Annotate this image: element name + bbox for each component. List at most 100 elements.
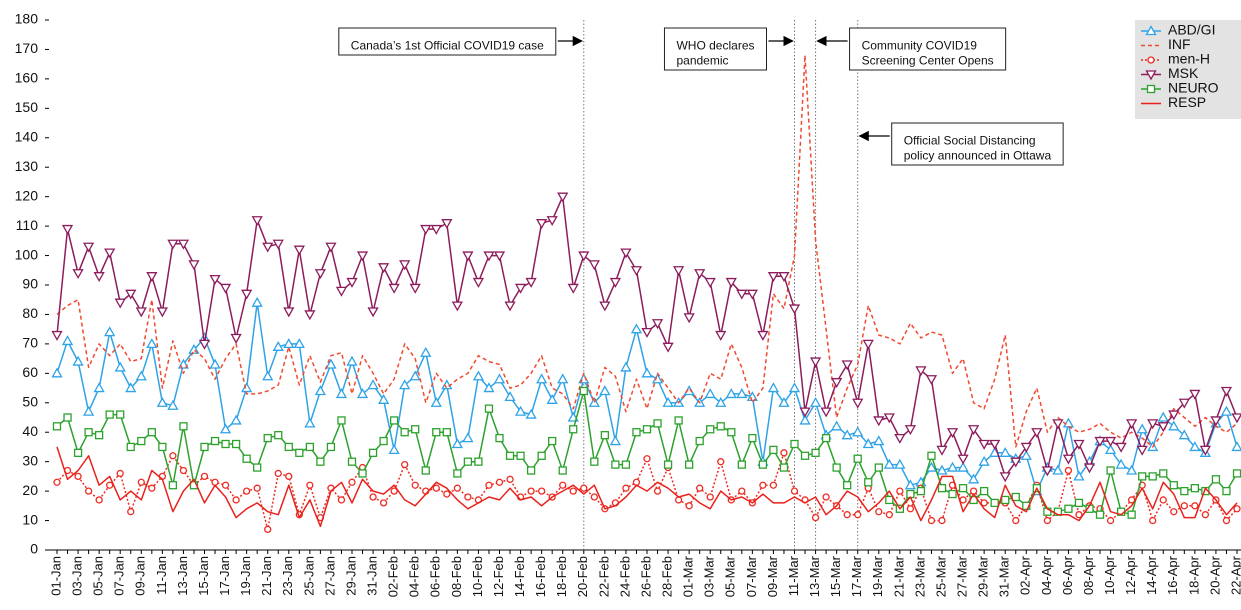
annotation: Canada’s 1st Official COVID19 case <box>338 27 584 56</box>
marker <box>52 422 62 431</box>
marker <box>831 420 843 431</box>
marker <box>936 464 948 475</box>
marker <box>420 224 432 235</box>
marker <box>1127 510 1136 519</box>
annotation-text: policy announced in Ottawa <box>904 149 1052 163</box>
marker <box>736 388 748 399</box>
marker <box>463 457 473 466</box>
marker <box>580 484 588 492</box>
marker <box>104 326 116 337</box>
y-tick-label: 80 <box>22 305 38 321</box>
marker <box>105 410 114 419</box>
marker <box>167 239 179 250</box>
marker <box>1170 508 1178 516</box>
x-tick-label: 20-Apr <box>1207 555 1222 595</box>
marker <box>1043 516 1052 525</box>
marker <box>1073 439 1085 450</box>
marker <box>137 436 146 446</box>
marker <box>51 330 63 341</box>
marker <box>651 319 664 330</box>
marker <box>569 425 578 434</box>
marker <box>569 487 577 495</box>
marker <box>642 425 652 434</box>
marker <box>1075 511 1083 519</box>
x-tick-label: 05-Jan <box>91 556 106 596</box>
marker <box>1220 386 1233 397</box>
marker <box>1157 422 1169 433</box>
marker <box>1104 436 1117 447</box>
marker <box>685 502 693 510</box>
marker <box>325 242 337 253</box>
x-tick-label: 17-Jan <box>217 556 232 596</box>
marker <box>95 496 103 504</box>
marker <box>1168 420 1180 431</box>
x-tick-label: 16-Feb <box>533 556 548 597</box>
marker <box>695 436 704 446</box>
y-tick-label: 130 <box>15 158 39 174</box>
marker <box>316 457 325 466</box>
marker <box>93 272 105 282</box>
marker <box>420 346 432 357</box>
x-tick-label: 18-Feb <box>554 556 569 597</box>
x-tick-label: 31-Jan <box>365 556 380 596</box>
marker <box>379 499 388 507</box>
marker <box>799 414 811 425</box>
marker <box>737 460 746 469</box>
marker <box>94 431 104 440</box>
marker <box>1104 444 1117 455</box>
marker <box>368 448 378 457</box>
x-tick-label: 19-Jan <box>238 556 253 596</box>
x-tick-label: 06-Feb <box>428 556 443 597</box>
marker <box>346 277 358 288</box>
marker <box>262 242 274 253</box>
marker <box>546 394 558 404</box>
marker <box>156 307 168 318</box>
marker <box>809 396 822 407</box>
y-tick-label: 10 <box>22 511 38 527</box>
marker <box>630 323 643 334</box>
marker <box>548 436 557 446</box>
marker <box>779 463 789 472</box>
marker <box>1011 492 1020 502</box>
marker <box>841 360 853 371</box>
marker <box>251 216 263 227</box>
marker <box>862 339 874 350</box>
marker <box>1157 411 1169 422</box>
marker <box>1148 472 1157 481</box>
series-line <box>56 446 1238 528</box>
x-tick-label: 09-Mar <box>765 555 780 597</box>
marker <box>1210 416 1222 427</box>
marker <box>443 490 451 498</box>
marker <box>894 458 906 469</box>
marker <box>135 370 147 381</box>
marker <box>272 341 284 351</box>
marker <box>853 454 862 463</box>
y-tick-label: 40 <box>22 423 38 439</box>
marker <box>630 266 643 277</box>
marker <box>462 251 474 262</box>
marker <box>462 432 474 443</box>
series-line <box>56 54 1238 448</box>
marker <box>399 379 411 390</box>
marker <box>672 266 685 277</box>
marker <box>241 382 253 393</box>
marker <box>146 338 158 349</box>
marker <box>1012 516 1020 525</box>
marker <box>620 248 632 259</box>
marker <box>335 388 348 399</box>
marker <box>106 481 114 489</box>
marker <box>451 301 463 312</box>
marker <box>253 463 262 472</box>
marker <box>622 484 630 492</box>
annotation-box <box>663 27 767 71</box>
marker <box>148 484 156 492</box>
marker <box>967 473 980 484</box>
marker <box>790 439 799 449</box>
legend-label: INF <box>1168 36 1191 52</box>
legend-box <box>1135 20 1241 119</box>
marker <box>253 484 261 492</box>
marker <box>873 435 885 446</box>
marker <box>335 286 348 297</box>
marker <box>400 428 409 437</box>
marker <box>546 216 558 227</box>
